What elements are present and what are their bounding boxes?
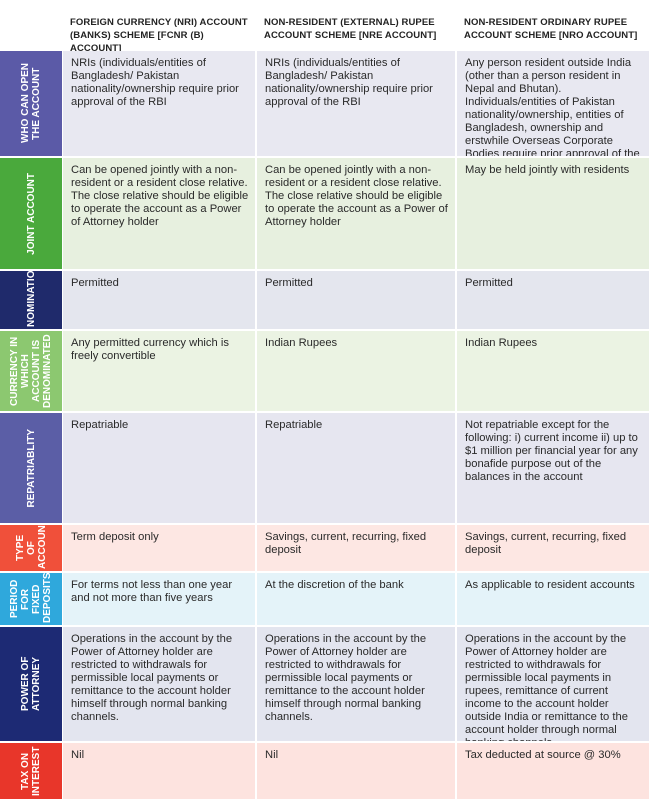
table-cell: Operations in the account by the Power o…	[63, 627, 255, 741]
table-cell: Savings, current, recurring, fixed depos…	[257, 525, 455, 571]
table-cell: Nil	[63, 743, 255, 799]
table-cell: Repatriable	[257, 413, 455, 523]
table-cell: Operations in the account by the Power o…	[457, 627, 649, 741]
table-cell: Can be opened jointly with a non-residen…	[63, 158, 255, 269]
table-cell: Nil	[257, 743, 455, 799]
table-cell: Indian Rupees	[457, 331, 649, 411]
label-text: PERIOD FOR FIXED DEPOSITS	[9, 573, 53, 623]
row-label: PERIOD FOR FIXED DEPOSITS	[0, 573, 62, 625]
table-cell: Permitted	[457, 271, 649, 329]
row-label: CURRENCY IN WHICH ACCOUNT IS DENOMINATED	[0, 331, 62, 411]
table-cell: Savings, current, recurring, fixed depos…	[457, 525, 649, 571]
table-cell: NRIs (individuals/entities of Bangladesh…	[63, 51, 255, 156]
label-text: CURRENCY IN WHICH ACCOUNT IS DENOMINATED	[9, 334, 53, 408]
label-text: NOMINATION	[25, 271, 37, 327]
table-cell: Operations in the account by the Power o…	[257, 627, 455, 741]
table-cell: For terms not less than one year and not…	[63, 573, 255, 625]
table-cell: At the discretion of the bank	[257, 573, 455, 625]
row-label: NOMINATION	[0, 271, 62, 329]
row-label: WHO CAN OPEN THE ACCOUNT	[0, 51, 62, 156]
column-header: NON-RESIDENT ORDINARY RUPEE ACCOUNT SCHE…	[464, 17, 638, 41]
label-text: JOINT ACCOUNT	[25, 172, 37, 255]
table-cell: Indian Rupees	[257, 331, 455, 411]
row-label: POWER OF ATTORNEY	[0, 627, 62, 741]
column-header: FOREIGN CURRENCY (NRI) ACCOUNT (BANKS) S…	[70, 17, 248, 54]
row-label: REPATRIABLITY	[0, 413, 62, 523]
table-cell: Can be opened jointly with a non-residen…	[257, 158, 455, 269]
table-cell: Any permitted currency which is freely c…	[63, 331, 255, 411]
table-cell: Permitted	[63, 271, 255, 329]
label-text: REPATRIABLITY	[25, 428, 37, 508]
column-header: NON-RESIDENT (EXTERNAL) RUPEE ACCOUNT SC…	[264, 17, 437, 41]
table-cell: Any person resident outside India (other…	[457, 51, 649, 156]
label-text: TAX ON INTEREST	[20, 746, 42, 796]
label-text: WHO CAN OPEN THE ACCOUNT	[20, 63, 42, 144]
row-label: TYPE OF ACCOUNT	[0, 525, 62, 571]
table-cell: Permitted	[257, 271, 455, 329]
label-text: TYPE OF ACCOUNT	[14, 525, 48, 569]
table-cell: Term deposit only	[63, 525, 255, 571]
row-label: JOINT ACCOUNT	[0, 158, 62, 269]
table-cell: Not repatriable except for the following…	[457, 413, 649, 523]
table-cell: Tax deducted at source @ 30%	[457, 743, 649, 799]
table-cell: As applicable to resident accounts	[457, 573, 649, 625]
table-cell: NRIs (individuals/entities of Bangladesh…	[257, 51, 455, 156]
table-cell: May be held jointly with residents	[457, 158, 649, 269]
label-text: POWER OF ATTORNEY	[20, 656, 42, 712]
row-label: TAX ON INTEREST	[0, 743, 62, 799]
table-cell: Repatriable	[63, 413, 255, 523]
